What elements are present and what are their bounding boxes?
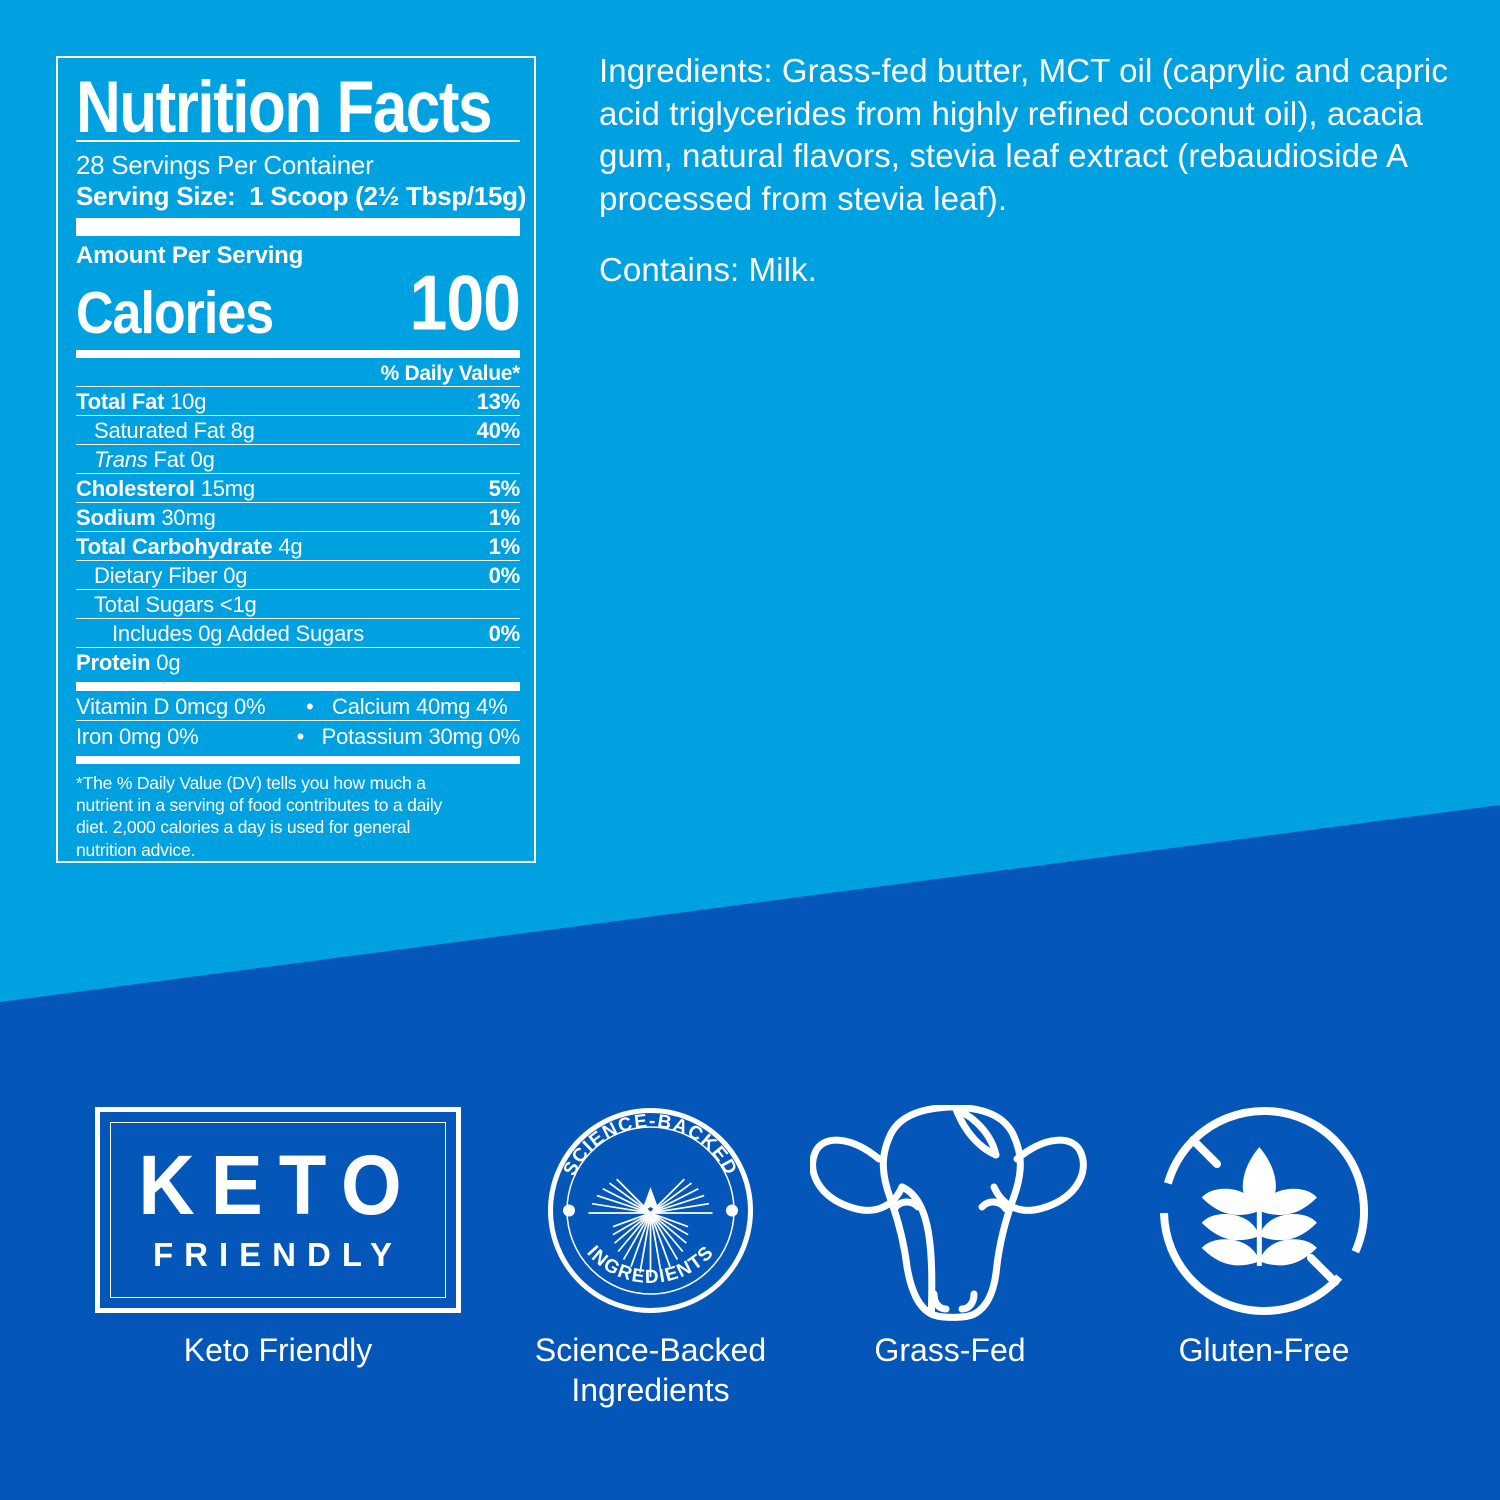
svg-text:SCIENCE-BACKED: SCIENCE-BACKED — [560, 1111, 742, 1180]
